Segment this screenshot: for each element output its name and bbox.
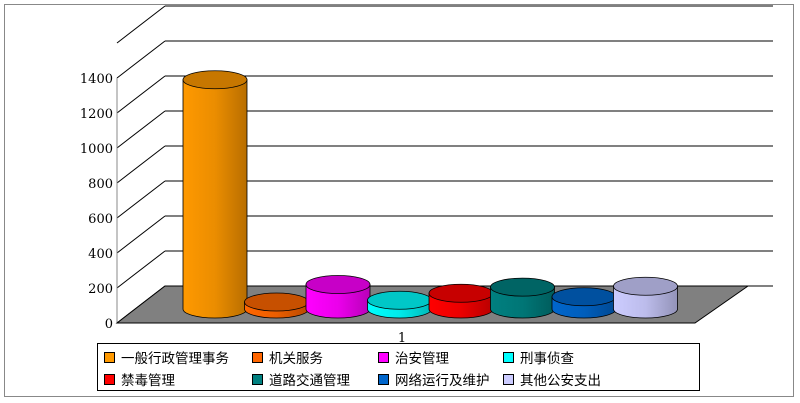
side-gridline — [116, 110, 166, 149]
y-tick-label: 0 — [105, 317, 113, 332]
legend-swatch — [104, 373, 115, 385]
legend-item: 道路交通管理 — [252, 368, 378, 390]
bar-0-top — [182, 70, 248, 90]
legend-label: 治安管理 — [395, 351, 449, 367]
legend-label: 一般行政管理事务 — [121, 351, 229, 367]
bar-0-body — [182, 79, 248, 319]
bar-2-top — [305, 275, 371, 294]
legend-swatch — [104, 351, 115, 363]
x-tick-label: 1 — [398, 331, 406, 346]
legend-item: 机关服务 — [252, 346, 378, 368]
side-gridline — [116, 215, 166, 254]
bar-5-top — [490, 277, 555, 297]
legend-label: 禁毒管理 — [121, 373, 175, 389]
side-gridline — [116, 250, 166, 289]
legend-label: 网络运行及维护 — [395, 373, 490, 389]
legend-item: 治安管理 — [378, 346, 503, 368]
bar-3-top — [367, 290, 432, 310]
y-tick-label: 1400 — [80, 72, 113, 87]
side-gridline — [116, 75, 166, 114]
bar-1-top — [244, 292, 309, 312]
legend-swatch — [378, 373, 389, 385]
legend-item: 禁毒管理 — [104, 368, 252, 390]
legend-swatch — [503, 351, 514, 363]
legend-swatch — [503, 373, 514, 385]
legend-swatch — [378, 351, 389, 363]
side-gridline — [116, 5, 166, 44]
bar-4-top — [428, 283, 494, 303]
legend-swatch — [252, 373, 263, 385]
y-tick-label: 800 — [88, 177, 113, 192]
bar-7-top — [613, 276, 678, 296]
y-tick-label: 400 — [88, 247, 113, 262]
bar-6-top — [551, 287, 617, 307]
legend-item: 网络运行及维护 — [378, 368, 503, 390]
legend-label: 刑事侦查 — [520, 351, 574, 367]
y-tick-label: 600 — [88, 212, 113, 227]
legend-item: 其他公安支出 — [503, 368, 699, 390]
legend-label: 道路交通管理 — [269, 373, 350, 389]
side-gridline — [116, 40, 166, 79]
side-gridline — [116, 180, 166, 219]
legend-item: 刑事侦查 — [503, 346, 699, 368]
y-tick-label: 200 — [88, 282, 113, 297]
legend-label: 机关服务 — [269, 351, 323, 367]
chart-frame — [4, 4, 794, 397]
legend: 一般行政管理事务 机关服务 治安管理 刑事侦查禁毒管理 道路交通管理 网络运行及维护 其他公… — [97, 343, 700, 391]
y-tick-label: 1200 — [80, 107, 113, 122]
legend-swatch — [252, 351, 263, 363]
y-tick-label: 1000 — [80, 142, 113, 157]
legend-label: 其他公安支出 — [520, 373, 601, 389]
side-gridline — [116, 145, 166, 184]
legend-item: 一般行政管理事务 — [104, 346, 252, 368]
